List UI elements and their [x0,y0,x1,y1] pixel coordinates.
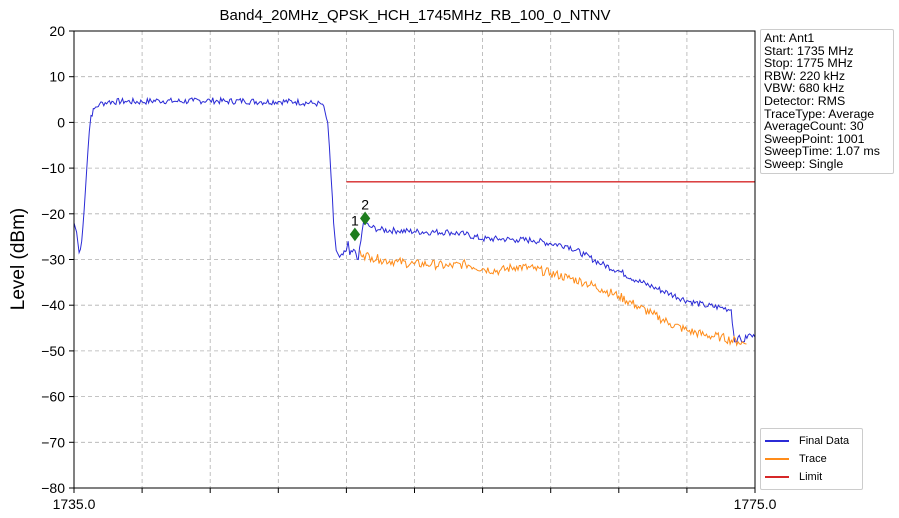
y-tick-label: 10 [49,69,65,85]
info-sweep-point: SweepPoint: 1001 [764,131,865,146]
legend-swatch-final-data [765,440,789,442]
y-axis-label: Level (dBm) [8,208,29,310]
measurement-info-panel: Ant: Ant1 Start: 1735 MHz Stop: 1775 MHz… [760,29,894,174]
info-stop-frequency: Stop: 1775 MHz [764,56,853,71]
marker-2 [360,211,371,226]
marker-layer: 12 [349,196,371,242]
legend-item-final-data: Final Data [765,432,858,450]
x-tick-label: 1735.0 [53,496,96,512]
legend-label-final-data: Final Data [799,435,850,447]
chart-legend: Final Data Trace Limit [760,428,863,490]
y-tick-label: −10 [41,160,65,176]
legend-item-trace: Trace [765,450,858,468]
series-layer [73,96,756,347]
y-tick-label: −70 [41,434,65,450]
marker-label-1: 1 [351,212,359,228]
y-tick-label: −50 [41,343,65,359]
series-line-final-data [73,96,756,343]
info-antenna: Ant: Ant1 [764,31,815,45]
legend-swatch-limit [765,476,789,478]
chart-title: Band4_20MHz_QPSK_HCH_1745MHz_RB_100_0_NT… [219,7,610,24]
info-average-count: AverageCount: 30 [764,119,864,134]
y-tick-label: −40 [41,297,65,313]
x-tick-label: 1775.0 [734,496,777,512]
legend-item-limit: Limit [765,468,858,486]
legend-swatch-trace [765,458,789,460]
info-vbw: VBW: 680 kHz [764,81,845,96]
series-line-trace [359,250,747,347]
marker-label-2: 2 [361,196,369,212]
info-rbw: RBW: 220 kHz [764,68,846,83]
info-sweep-mode: Sweep: Single [764,156,844,171]
y-tick-label: 20 [49,23,65,39]
y-tick-label: −30 [41,252,65,268]
info-start-frequency: Start: 1735 MHz [764,43,854,58]
info-trace-type: TraceType: Average [764,106,875,121]
info-detector: Detector: RMS [764,93,846,108]
y-tick-label: 0 [57,114,65,130]
y-tick-label: −80 [41,480,65,496]
grid-layer [74,31,755,488]
y-tick-label: −20 [41,206,65,222]
y-tick-label: −60 [41,389,65,405]
info-sweep-time: SweepTime: 1.07 ms [764,144,880,159]
legend-label-trace: Trace [799,453,827,465]
legend-label-limit: Limit [799,471,823,483]
marker-1 [349,227,361,242]
